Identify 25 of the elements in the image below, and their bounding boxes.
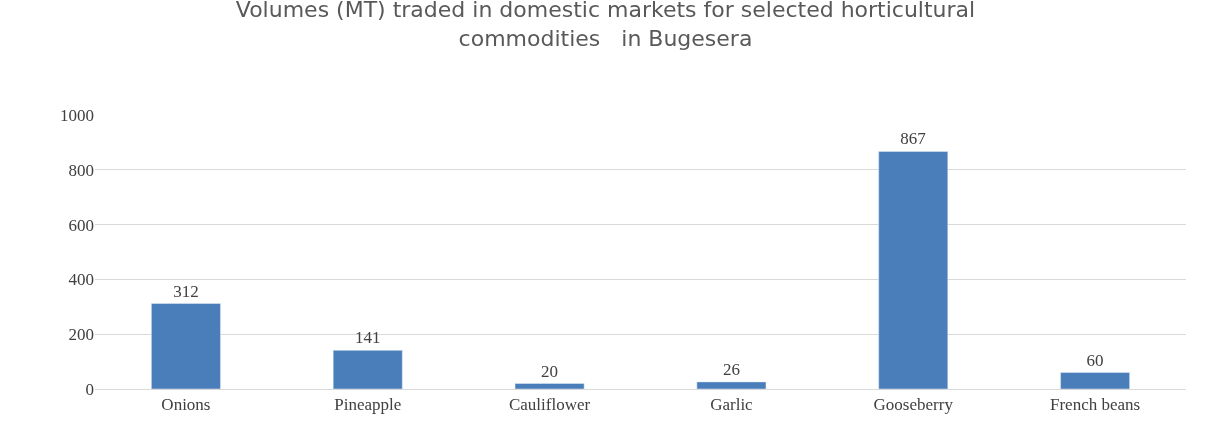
data-label: 26 — [722, 359, 740, 379]
y-tick-label: 800 — [68, 160, 94, 180]
data-label: 312 — [173, 281, 199, 301]
x-tick-label: Gooseberry — [873, 395, 954, 415]
x-tick-label: Pineapple — [334, 395, 402, 415]
bar — [514, 383, 585, 389]
data-label: 20 — [541, 361, 559, 381]
x-tick-label: Onions — [161, 395, 211, 415]
x-tick-label: Garlic — [710, 395, 754, 415]
y-tick-label: 200 — [68, 325, 94, 345]
data-label: 867 — [900, 129, 927, 149]
chart-title: Volumes (MT) traded in domestic markets for selected horticultural commodities in Bugesera — [235, 0, 976, 51]
bar — [151, 303, 221, 389]
bar — [696, 381, 767, 389]
bar — [1060, 372, 1130, 389]
y-tick-label: 400 — [68, 270, 94, 290]
data-label: 141 — [355, 328, 381, 348]
x-tick-label: Cauliflower — [508, 395, 591, 415]
y-tick-label: 600 — [68, 215, 94, 235]
bar — [878, 151, 949, 389]
bar — [332, 350, 403, 389]
y-tick-label: 0 — [85, 379, 94, 399]
y-tick-label: 1000 — [60, 105, 94, 125]
x-tick-label: French beans — [1049, 395, 1141, 415]
data-label: 60 — [1086, 350, 1104, 370]
